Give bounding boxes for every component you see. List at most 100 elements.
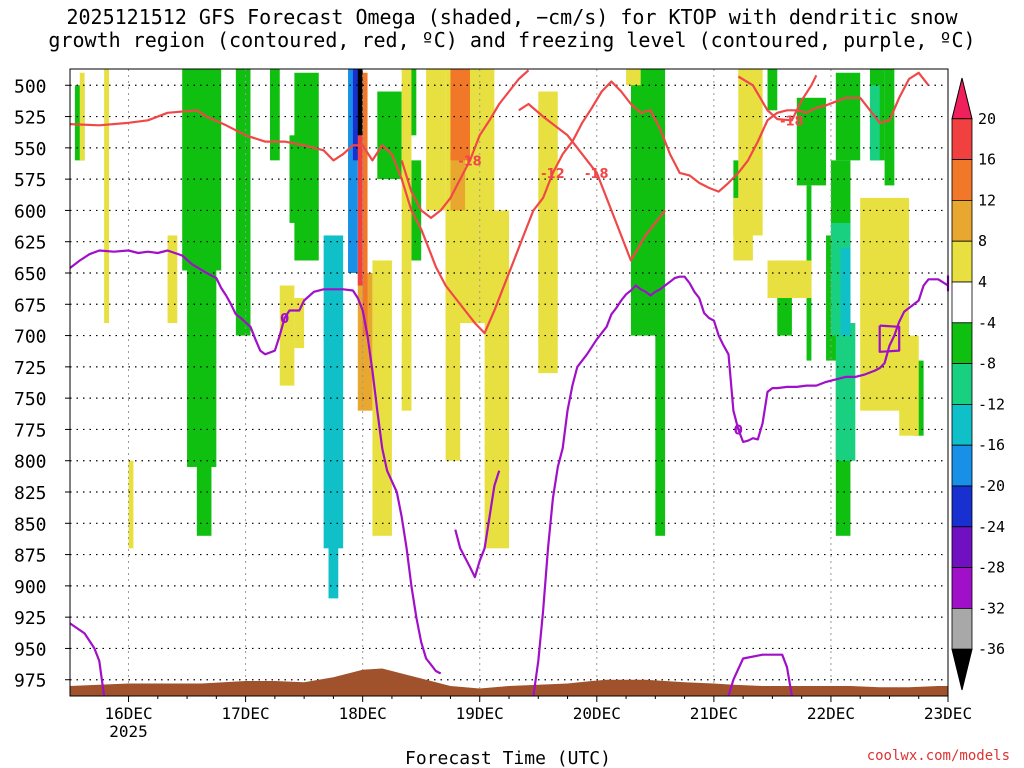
colorbar-label: 16 bbox=[978, 151, 996, 169]
temperature-contour bbox=[737, 74, 818, 122]
omega-cell bbox=[182, 69, 222, 271]
omega-cell bbox=[289, 135, 310, 223]
terrain-fill bbox=[70, 668, 948, 696]
freezing-level-contour bbox=[878, 324, 901, 353]
x-tick-label: 16DEC bbox=[104, 704, 152, 723]
colorbar-label: 8 bbox=[978, 232, 987, 250]
omega-cell bbox=[450, 147, 466, 211]
temperature-contour-label: -18 bbox=[585, 167, 609, 182]
x-tick-label: 22DEC bbox=[807, 704, 855, 723]
omega-cell bbox=[411, 160, 422, 261]
omega-cell bbox=[767, 260, 812, 299]
colorbar-label: -12 bbox=[978, 395, 1005, 413]
omega-cell bbox=[767, 69, 778, 111]
colorbar-swatch bbox=[951, 567, 973, 609]
x-tick-label: 19DEC bbox=[456, 704, 504, 723]
omega-cell bbox=[899, 335, 919, 436]
colorbar-swatch bbox=[951, 403, 973, 446]
y-tick-label: 725 bbox=[14, 358, 47, 379]
chart-title-line-2: growth region (contoured, red, ºC) and f… bbox=[48, 28, 976, 52]
freezing-level-contour bbox=[69, 249, 442, 675]
freezing-level-contour bbox=[69, 622, 106, 697]
omega-cell bbox=[401, 69, 412, 411]
omega-cell bbox=[357, 135, 363, 286]
omega-cell bbox=[484, 210, 509, 549]
colorbar-swatch bbox=[951, 608, 973, 650]
y-tick-label: 875 bbox=[14, 546, 47, 567]
freezing-level-contours: 00 bbox=[69, 249, 950, 697]
omega-cell bbox=[269, 69, 280, 161]
temperature-contour-label: -18 bbox=[780, 114, 804, 129]
omega-cell bbox=[869, 85, 880, 161]
omega-cell bbox=[840, 247, 851, 336]
omega-cell bbox=[630, 69, 666, 336]
y-tick-label: 650 bbox=[14, 264, 47, 285]
chart-title: 2025121512 GFS Forecast Omega (shaded, −… bbox=[0, 6, 1024, 52]
y-tick-label: 575 bbox=[14, 170, 47, 191]
y-tick-label: 800 bbox=[14, 452, 47, 473]
omega-cell bbox=[167, 235, 178, 324]
y-tick-label: 825 bbox=[14, 483, 47, 504]
omega-cell bbox=[733, 197, 753, 261]
freezing-level-contour-label: 0 bbox=[280, 312, 289, 327]
omega-cell bbox=[128, 460, 134, 549]
omega-cell bbox=[377, 91, 402, 180]
temperature-contour bbox=[69, 71, 930, 335]
y-tick-label: 750 bbox=[14, 389, 47, 410]
y-tick-label: 600 bbox=[14, 201, 47, 222]
colorbar-swatch bbox=[951, 118, 973, 161]
omega-cell bbox=[655, 335, 666, 536]
colorbar-label: -28 bbox=[978, 559, 1005, 577]
colorbar-swatch bbox=[951, 526, 973, 568]
y-tick-label: 675 bbox=[14, 295, 47, 316]
grid-lines bbox=[70, 69, 948, 696]
x-tick-sublabel: 2025 bbox=[109, 722, 148, 741]
colorbar-label: -20 bbox=[978, 477, 1005, 495]
colorbar-label: -16 bbox=[978, 436, 1005, 454]
colorbar-swatch bbox=[951, 240, 973, 283]
y-tick-label: 900 bbox=[14, 577, 47, 598]
colorbar-label: -36 bbox=[978, 640, 1005, 658]
omega-cell bbox=[328, 460, 339, 599]
colorbar-bottom-arrow bbox=[951, 648, 973, 691]
omega-shading-layer bbox=[74, 69, 924, 599]
omega-cell bbox=[450, 69, 470, 161]
terrain-layer bbox=[70, 668, 948, 696]
y-tick-label: 850 bbox=[14, 514, 47, 535]
y-tick-label: 975 bbox=[14, 671, 47, 692]
temperature-contour bbox=[518, 102, 666, 262]
omega-cell bbox=[235, 69, 251, 336]
colorbar-swatch bbox=[951, 199, 973, 242]
colorbar-label: -8 bbox=[978, 355, 996, 373]
y-tick-label: 950 bbox=[14, 639, 47, 660]
omega-cell bbox=[426, 69, 446, 211]
colorbar-label: -32 bbox=[978, 599, 1005, 617]
omega-cell bbox=[835, 323, 856, 461]
freezing-level-contour-label: 0 bbox=[734, 423, 743, 438]
colorbar-label: -4 bbox=[978, 314, 996, 332]
dendritic-growth-contours: -12 -18 -18 -18 bbox=[69, 69, 930, 335]
omega-cell bbox=[830, 160, 851, 236]
y-axis: 500 525 550 575 600 625 650 675 700 725 750 775 800 8… bbox=[14, 76, 70, 692]
colorbar-top-arrow bbox=[951, 77, 973, 120]
colorbar-swatch bbox=[951, 485, 973, 528]
colorbar-swatch bbox=[951, 444, 973, 487]
y-tick-label: 775 bbox=[14, 420, 47, 441]
x-tick-label: 21DEC bbox=[690, 704, 738, 723]
omega-cell bbox=[357, 69, 363, 136]
omega-cell bbox=[104, 69, 110, 324]
colorbar-label: 20 bbox=[978, 110, 996, 128]
omega-cell bbox=[835, 72, 861, 161]
omega-cell bbox=[626, 69, 641, 86]
x-tick-label: 23DEC bbox=[924, 704, 972, 723]
omega-cell bbox=[79, 72, 85, 161]
colorbar-label: -24 bbox=[978, 518, 1005, 536]
x-tick-label: 20DEC bbox=[573, 704, 621, 723]
temperature-contour-label: -18 bbox=[458, 154, 482, 169]
freezing-level-contour bbox=[454, 470, 501, 579]
temperature-contour bbox=[400, 69, 530, 219]
y-tick-label: 925 bbox=[14, 608, 47, 629]
temperature-contour-label: -12 bbox=[541, 167, 565, 182]
